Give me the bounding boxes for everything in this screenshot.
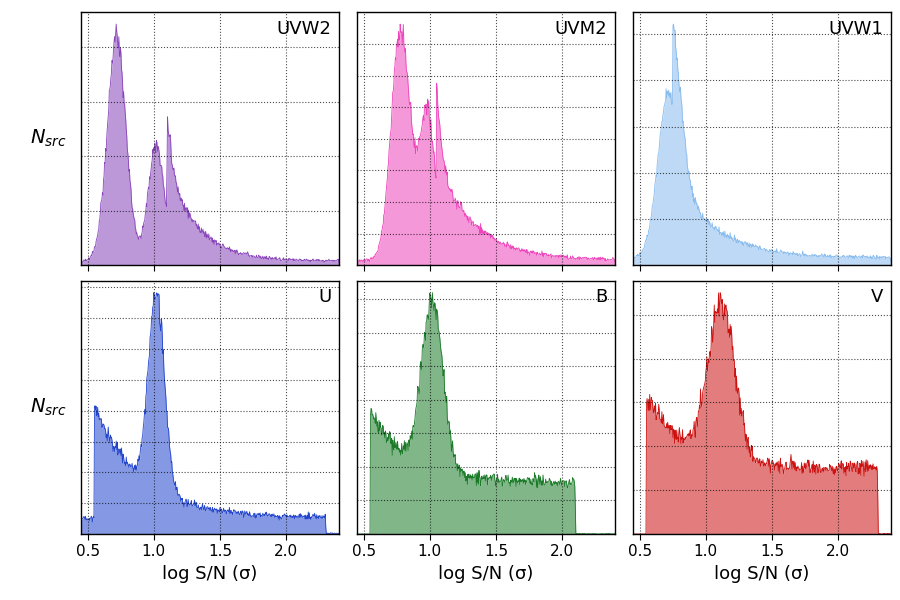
X-axis label: log S/N (σ): log S/N (σ) (438, 565, 534, 583)
Text: B: B (595, 288, 608, 306)
Text: U: U (318, 288, 331, 306)
Y-axis label: $N_{src}$: $N_{src}$ (30, 128, 67, 149)
Text: V: V (871, 288, 883, 306)
X-axis label: log S/N (σ): log S/N (σ) (162, 565, 257, 583)
Text: UVW2: UVW2 (276, 20, 331, 38)
Text: UVW1: UVW1 (829, 20, 883, 38)
X-axis label: log S/N (σ): log S/N (σ) (715, 565, 810, 583)
Y-axis label: $N_{src}$: $N_{src}$ (30, 397, 67, 418)
Text: UVM2: UVM2 (554, 20, 608, 38)
